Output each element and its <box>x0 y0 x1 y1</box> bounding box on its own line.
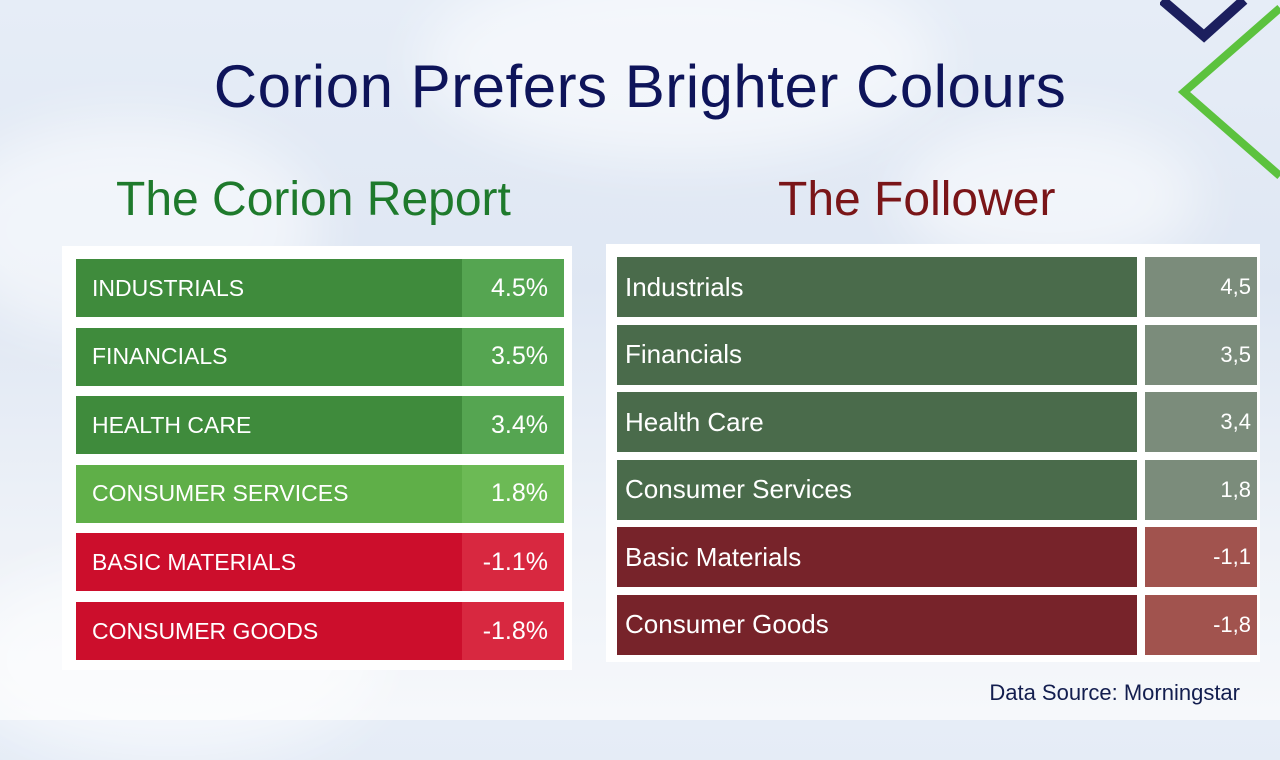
sector-name: HEALTH CARE <box>76 396 462 455</box>
sector-value: 4,5 <box>1145 257 1257 317</box>
sector-name: CONSUMER GOODS <box>76 602 462 660</box>
follower-table: Industrials 4,5 Financials 3,5 Health Care 3,… <box>606 244 1260 662</box>
sector-value: 3.5% <box>462 327 564 386</box>
sector-value: -1.8% <box>462 602 564 660</box>
sector-name: Industrials <box>617 257 1137 317</box>
sector-value: 4.5% <box>462 259 564 317</box>
sector-value: 1,8 <box>1145 459 1257 520</box>
table-row: BASIC MATERIALS -1.1% <box>76 533 564 592</box>
table-row: Financials 3,5 <box>617 324 1257 385</box>
table-row: CONSUMER GOODS -1.8% <box>76 602 564 660</box>
table-row: Consumer Goods -1,8 <box>617 594 1257 655</box>
sector-value: 3,4 <box>1145 392 1257 452</box>
navy-chevron-shape <box>1160 0 1248 43</box>
green-chevron-shape <box>1177 4 1280 180</box>
corion-report-table: INDUSTRIALS 4.5% FINANCIALS 3.5% HEALTH CARE… <box>62 246 572 670</box>
sector-name: Financials <box>617 324 1137 385</box>
sector-value: 1.8% <box>462 464 564 523</box>
sector-value: 3,5 <box>1145 324 1257 385</box>
table-row: HEALTH CARE 3.4% <box>76 396 564 455</box>
table-row: FINANCIALS 3.5% <box>76 327 564 386</box>
corion-report-heading: The Corion Report <box>116 173 511 226</box>
sector-value: -1,1 <box>1145 527 1257 587</box>
sector-name: INDUSTRIALS <box>76 259 462 317</box>
table-row: Consumer Services 1,8 <box>617 459 1257 520</box>
sector-name: Consumer Services <box>617 459 1137 520</box>
table-row: Health Care 3,4 <box>617 392 1257 452</box>
sector-name: CONSUMER SERVICES <box>76 464 462 523</box>
table-row: CONSUMER SERVICES 1.8% <box>76 464 564 523</box>
sector-name: Consumer Goods <box>617 594 1137 655</box>
table-row: Industrials 4,5 <box>617 257 1257 317</box>
slide-title: Corion Prefers Brighter Colours <box>213 53 1067 120</box>
sector-name: Health Care <box>617 392 1137 452</box>
data-source-note: Data Source: Morningstar <box>989 680 1240 705</box>
sector-name: FINANCIALS <box>76 327 462 386</box>
follower-heading: The Follower <box>778 173 1056 226</box>
table-row: INDUSTRIALS 4.5% <box>76 259 564 317</box>
sector-value: -1.1% <box>462 533 564 592</box>
sector-name: BASIC MATERIALS <box>76 533 462 592</box>
sector-value: -1,8 <box>1145 594 1257 655</box>
sector-value: 3.4% <box>462 396 564 455</box>
table-row: Basic Materials -1,1 <box>617 527 1257 587</box>
sector-name: Basic Materials <box>617 527 1137 587</box>
corner-decoration <box>1160 0 1280 180</box>
